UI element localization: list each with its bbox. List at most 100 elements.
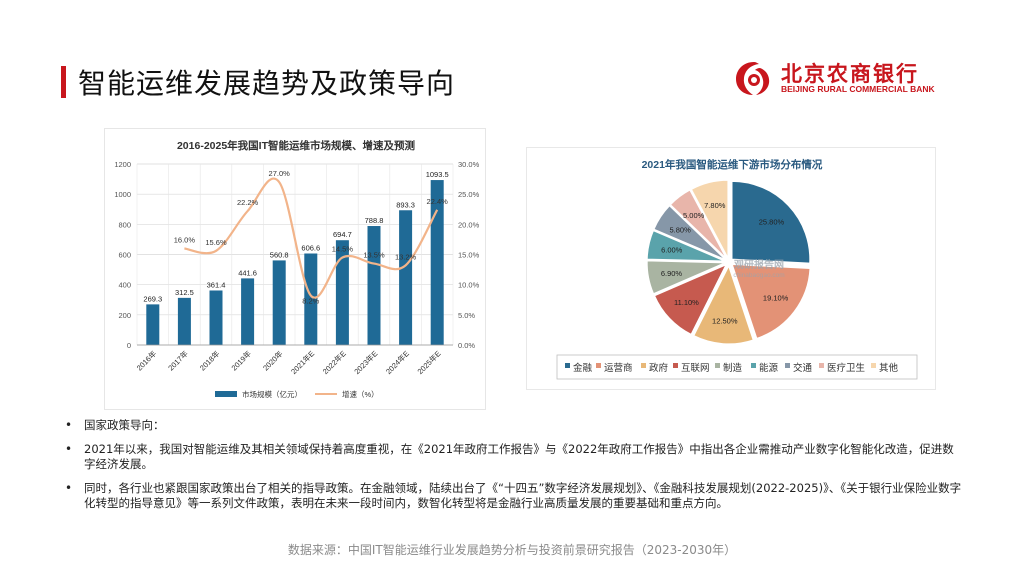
pie-value-label: 6.90%	[661, 269, 683, 278]
pie-value-label: 7.80%	[704, 201, 726, 210]
watermark-url: chinabaogao.com	[733, 272, 784, 279]
legend-label: 交通	[793, 362, 813, 374]
bar	[209, 290, 223, 345]
x-tick-label: 2021年E	[289, 348, 317, 376]
bar-value-label: 694.7	[333, 230, 352, 239]
pie-value-label: 25.80%	[759, 218, 785, 227]
bar	[272, 260, 286, 345]
bar-value-label: 788.8	[365, 216, 384, 225]
legend-label: 运营商	[604, 362, 633, 374]
bar-value-label: 269.3	[143, 294, 162, 303]
legend-label: 其他	[879, 362, 899, 374]
pie-slice	[653, 204, 727, 261]
x-tick-label: 2017年	[166, 348, 191, 373]
market-size-chart: 2016-2025年我国IT智能运维市场规模、增速及预测 0 0.0% 200 5.0%…	[104, 128, 486, 410]
policy-bullets: 国家政策导向： 2021年以来，我国对智能运维及其相关领域保持着高度重视，在《2…	[64, 418, 964, 520]
legend-label: 市场规模（亿元）	[242, 389, 302, 399]
y-left-tick-label: 800	[118, 220, 131, 229]
bar-value-label: 560.8	[270, 250, 289, 259]
legend-swatch	[596, 363, 601, 368]
bullet-item: 同时，各行业也紧跟国家政策出台了相关的指导政策。在金融领域，陆续出台了《“十四五…	[64, 481, 964, 511]
bank-name-cn: 北京农商银行	[781, 62, 919, 86]
pie-slice	[731, 263, 811, 340]
bar	[241, 278, 255, 345]
x-tick-label: 2018年	[197, 348, 222, 373]
legend-label: 互联网	[681, 363, 710, 374]
legend-swatch	[673, 363, 678, 368]
y-right-tick-label: 10.0%	[458, 281, 480, 290]
y-right-tick-label: 5.0%	[458, 311, 475, 320]
x-tick-label: 2025年E	[415, 348, 443, 376]
bar-value-label: 361.4	[207, 280, 226, 289]
title-accent-bar	[61, 66, 66, 98]
growth-value-label: 13.5%	[363, 251, 385, 260]
bar	[335, 240, 349, 345]
watermark-text: 观研报告网	[734, 258, 784, 271]
downstream-pie-chart: 2021年我国智能运维下游市场分布情况 25.80% 19.10% 12.50% 11.…	[526, 147, 936, 390]
growth-line	[184, 177, 439, 299]
bar-value-label: 312.5	[175, 288, 194, 297]
chart-title: 2021年我国智能运维下游市场分布情况	[642, 158, 823, 171]
bank-logo-icon	[736, 62, 770, 95]
pie-slice	[646, 229, 726, 262]
legend-swatch	[819, 363, 824, 368]
growth-value-label: 14.5%	[332, 245, 354, 254]
legend-swatch	[751, 363, 756, 368]
bar	[177, 297, 191, 345]
bar-value-label: 606.6	[301, 244, 320, 253]
y-left-tick-label: 0	[127, 341, 131, 350]
y-left-tick-label: 200	[118, 311, 131, 320]
x-tick-label: 2022年E	[320, 348, 348, 376]
x-tick-label: 2024年E	[383, 348, 411, 376]
bank-logo: 北京农商银行 BEIJING RURAL COMMERCIAL BANK	[733, 58, 973, 98]
legend-swatch	[785, 363, 790, 368]
y-left-tick-label: 1200	[114, 160, 131, 169]
growth-value-label: 8.2%	[302, 297, 319, 306]
growth-value-label: 15.6%	[205, 238, 227, 247]
growth-value-label: 22.2%	[237, 198, 259, 207]
pie-value-label: 5.80%	[669, 226, 691, 235]
bar-value-label: 441.6	[238, 268, 257, 277]
y-left-tick-label: 400	[118, 281, 131, 290]
y-left-tick-label: 600	[118, 251, 131, 260]
bullet-item: 2021年以来，我国对智能运维及其相关领域保持着高度重视，在《2021年政府工作…	[64, 442, 964, 472]
pie-slice	[692, 264, 755, 345]
pie-slice	[669, 189, 728, 260]
legend-swatch-bar	[215, 391, 237, 397]
pie-value-label: 12.50%	[712, 316, 738, 325]
growth-value-label: 16.0%	[174, 235, 196, 244]
bar	[399, 210, 413, 345]
legend-box	[556, 354, 918, 380]
y-right-tick-label: 30.0%	[458, 160, 480, 169]
bar	[367, 226, 381, 345]
data-source: 数据来源：中国IT智能运维行业发展趋势分析与投资前景研究报告（2023-2030…	[287, 543, 737, 557]
y-right-tick-label: 20.0%	[458, 220, 480, 229]
bar	[304, 253, 318, 345]
pie-value-label: 5.00%	[683, 211, 705, 220]
x-tick-label: 2019年	[229, 348, 254, 373]
legend-swatch	[565, 363, 570, 368]
legend-swatch	[871, 363, 876, 368]
pie-slice	[646, 260, 726, 295]
legend-label: 制造	[723, 362, 743, 374]
pie-value-label: 19.10%	[763, 293, 789, 302]
bar	[146, 304, 160, 345]
x-tick-label: 2020年	[260, 348, 285, 373]
legend-label: 增速（%）	[342, 389, 379, 399]
growth-value-label: 22.4%	[427, 197, 449, 206]
bank-name-en: BEIJING RURAL COMMERCIAL BANK	[781, 84, 935, 94]
y-right-tick-label: 15.0%	[458, 251, 480, 260]
pie-slice	[653, 263, 728, 336]
legend-label: 医疗卫生	[827, 362, 866, 374]
legend-label: 金融	[573, 362, 593, 374]
x-tick-label: 2023年E	[352, 348, 380, 376]
y-right-tick-label: 25.0%	[458, 190, 480, 199]
y-right-tick-label: 0.0%	[458, 341, 475, 350]
y-left-tick-label: 1000	[114, 190, 131, 199]
x-tick-label: 2016年	[134, 348, 159, 373]
market-size-chart-svg: 2016-2025年我国IT智能运维市场规模、增速及预测 0 0.0% 200 5.0%…	[114, 139, 480, 399]
chart-title: 2016-2025年我国IT智能运维市场规模、增速及预测	[177, 139, 415, 152]
bar-value-label: 1093.5	[426, 170, 449, 179]
pie-value-label: 6.00%	[661, 246, 683, 255]
page-title: 智能运维发展趋势及政策导向	[78, 67, 456, 100]
